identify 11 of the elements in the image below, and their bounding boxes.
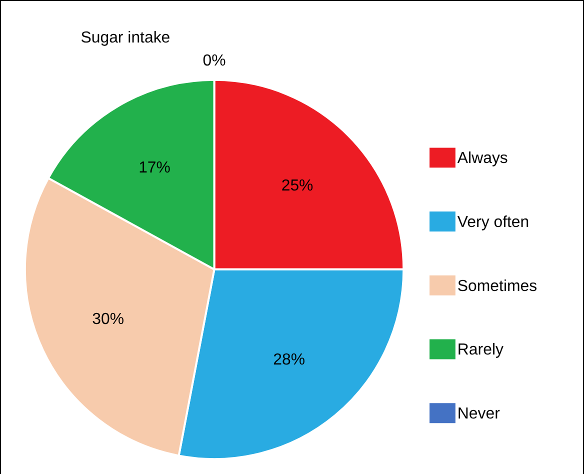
text: 0%	[202, 52, 226, 70]
legend-label: Very often	[457, 214, 530, 231]
data-label: 30%	[92, 310, 124, 328]
legend-label: Never	[457, 406, 501, 423]
data-label: 28%	[273, 351, 306, 368]
data-label: 25%	[281, 178, 314, 195]
chart-title: Sugar intake	[80, 29, 170, 46]
legend-label: Always	[457, 150, 508, 168]
data-label: 17%	[138, 160, 170, 177]
legend-label: Sometimes	[457, 278, 538, 295]
legend-label: Rarely	[457, 342, 504, 359]
